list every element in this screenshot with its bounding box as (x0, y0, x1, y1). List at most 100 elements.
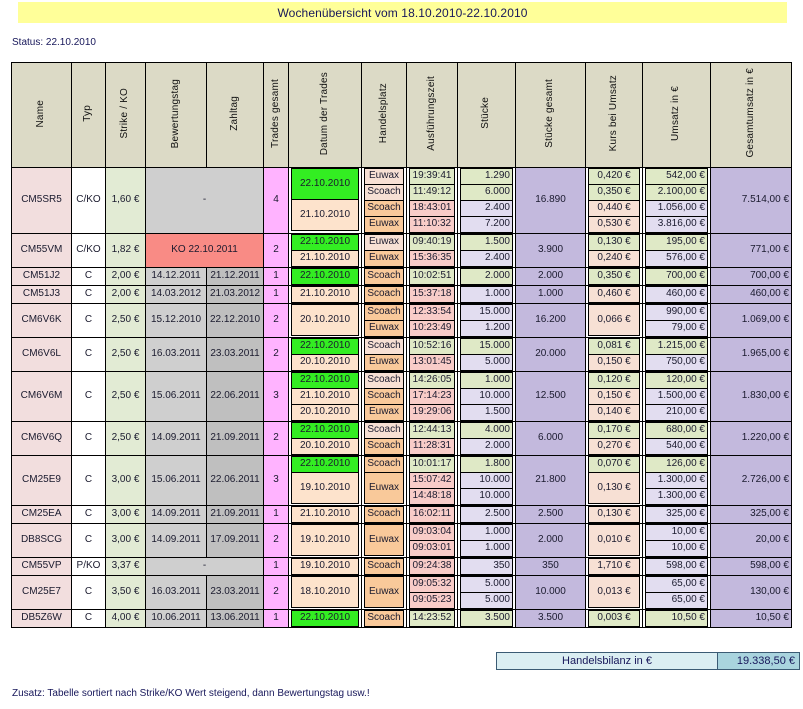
cell-datum-der-trades: 21.10.2010 (291, 199, 359, 231)
cell-datum-der-trades: 22.10.2010 (291, 456, 359, 473)
table-row[interactable]: CM25E9 C 3,00 €15.06.2011 22.06.2011 3 22.10.… (11, 455, 792, 506)
weekly-overview-table: Name Typ Strike / KO Bewertungstag Zahlt… (11, 62, 792, 628)
col-header-trades-gesamt[interactable]: Trades gesamt (263, 62, 289, 168)
table-row[interactable]: CM6V6K C 2,50 €15.12.2010 22.12.2010 2 20.10.… (11, 303, 792, 338)
table-row[interactable]: CM25EA C 3,00 €14.09.2011 21.09.2011 1 21.10.… (11, 505, 792, 524)
table-row[interactable]: CM25E7 C 3,50 €16.03.2011 23.03.2011 2 18.10.… (11, 575, 792, 610)
col-header-umsatz[interactable]: Umsatz in € (642, 62, 711, 168)
cell-ausfuehrungszeit-group: 14:26:05 17:14:23 19:29:06 (406, 371, 458, 422)
cell-name: CM25E9 (11, 455, 72, 506)
cell-kurs-group: 0,003 € (585, 609, 643, 628)
cell-kurs-bei-umsatz: 0,013 € (588, 576, 640, 608)
col-header-stuecke-gesamt[interactable]: Stücke gesamt (515, 62, 586, 168)
cell-gesamtumsatz: 1.830,00 € (710, 371, 792, 422)
cell-ausfuehrungszeit: 09:24:38 (409, 558, 455, 575)
cell-strike: 3,00 € (105, 505, 146, 524)
table-row[interactable]: CM6V6L C 2,50 €16.03.2011 23.03.2011 2 22.10.… (11, 337, 792, 372)
cell-handelsplatz-group: Euwax Euwax (364, 234, 404, 267)
cell-ausfuehrungszeit: 10:02:51 (409, 268, 455, 285)
cell-bewertungstag-merged: - (145, 557, 264, 576)
col-header-datum-der-trades[interactable]: Datum der Trades (288, 62, 362, 168)
cell-kurs-bei-umsatz: 0,460 € (588, 286, 640, 303)
cell-stuecke: 2.000 (460, 268, 513, 285)
col-header-typ[interactable]: Typ (71, 62, 106, 168)
cell-ausfuehrungszeit: 17:14:23 (409, 388, 455, 405)
cell-umsatz-group: 65,00 €65,00 € (642, 575, 711, 610)
col-header-handelsplatz[interactable]: Handelsplatz (361, 62, 407, 168)
cell-umsatz-group: 126,00 €1.300,00 €1.300,00 € (642, 455, 711, 506)
cell-datum-der-trades-group: 21.10.2010 (288, 505, 362, 524)
col-header-name[interactable]: Name (11, 62, 72, 168)
cell-bewertungstag-merged: - (145, 167, 264, 234)
cell-ausfuehrungszeit-group: 09:05:32 09:05:23 (409, 576, 455, 609)
cell-kurs-bei-umsatz: 0,130 € (588, 472, 640, 504)
cell-kurs-bei-umsatz-group: 0,013 € (588, 576, 640, 608)
table-row[interactable]: CM51J3 C 2,00 €14.03.2012 21.03.2012 1 21.10.… (11, 285, 792, 304)
table-row[interactable]: CM51J2 C 2,00 €14.12.2011 21.12.2011 1 22.10.… (11, 267, 792, 286)
cell-gesamtumsatz: 2.726,00 € (710, 455, 792, 506)
cell-kurs-bei-umsatz: 0,530 € (588, 216, 640, 233)
cell-name: CM51J3 (11, 285, 72, 304)
table-row[interactable]: CM6V6M C 2,50 €15.06.2011 22.06.2011 3 22.10.… (11, 371, 792, 422)
cell-handelsplatz-group: Euwax (361, 523, 407, 558)
table-row[interactable]: CM5SR5 C/KO 1,60 € -4 22.10.2010 21.10.2010 Eu… (11, 167, 792, 234)
cell-typ: C (71, 337, 106, 372)
cell-stuecke-group: 2.000 (460, 268, 513, 285)
table-body: CM5SR5 C/KO 1,60 € -4 22.10.2010 21.10.2010 Eu… (11, 167, 792, 628)
cell-umsatz: 325,00 € (645, 506, 708, 523)
cell-datum-der-trades: 21.10.2010 (291, 506, 359, 523)
cell-typ: C/KO (71, 167, 106, 234)
cell-ausfuehrungszeit: 13:01:45 (409, 354, 455, 371)
cell-gesamtumsatz: 598,00 € (710, 557, 792, 576)
table-header-row: Name Typ Strike / KO Bewertungstag Zahlt… (11, 62, 792, 168)
col-header-gesamtumsatz[interactable]: Gesamtumsatz in € (710, 62, 792, 168)
cell-trades-gesamt: 1 (263, 285, 289, 304)
cell-umsatz-group: 126,00 €1.300,00 €1.300,00 € (645, 456, 708, 505)
cell-typ: P/KO (71, 557, 106, 576)
cell-trades-gesamt: 1 (263, 505, 289, 524)
cell-kurs-bei-umsatz: 0,150 € (588, 354, 640, 371)
col-header-strike[interactable]: Strike / KO (105, 62, 146, 168)
cell-kurs-group: 0,066 € (585, 303, 643, 338)
cell-umsatz: 1.056,00 € (645, 200, 708, 217)
cell-name: CM6V6Q (11, 421, 72, 456)
cell-stuecke-group: 1.800 10.000 10.000 (460, 456, 513, 505)
cell-ausfuehrungszeit-group: 19:39:41 11:49:12 18:43:01 11:10:32 (406, 167, 458, 234)
cell-stuecke-group: 5.000 5.000 (457, 575, 516, 610)
cell-stuecke-gesamt: 2.000 (515, 267, 586, 286)
cell-handelsplatz: Euwax (364, 320, 404, 337)
col-header-bewertungstag[interactable]: Bewertungstag (145, 62, 207, 168)
cell-kurs-bei-umsatz: 0,150 € (588, 388, 640, 405)
cell-handelsplatz: Scoach (364, 610, 404, 627)
table-row[interactable]: CM6V6Q C 2,50 €14.09.2011 21.09.2011 2 22.10.… (11, 421, 792, 456)
cell-trades-gesamt: 3 (263, 455, 289, 506)
col-header-zahltag[interactable]: Zahltag (206, 62, 264, 168)
table-row[interactable]: CM55VP P/KO 3,37 € -1 19.10.2010 Scoach 09:24:… (11, 557, 792, 576)
cell-umsatz: 10,00 € (645, 540, 708, 557)
cell-datum-der-trades-group: 22.10.2010 19.10.2010 (291, 456, 359, 504)
cell-umsatz: 1.300,00 € (645, 472, 708, 489)
cell-umsatz-group: 1.215,00 €750,00 € (642, 337, 711, 372)
col-header-kurs-bei-umsatz[interactable]: Kurs bei Umsatz (585, 62, 643, 168)
table-row[interactable]: DB8SCG C 3,00 €14.09.2011 17.09.2011 2 19.10.… (11, 523, 792, 558)
cell-umsatz-group: 598,00 € (645, 558, 708, 575)
cell-handelsplatz: Scoach (364, 388, 404, 405)
cell-datum-der-trades-group: 22.10.2010 21.10.2010 (288, 233, 362, 268)
table-row[interactable]: DB5Z6W C 4,00 €10.06.2011 13.06.2011 1 22.10.… (11, 609, 792, 628)
cell-strike: 3,37 € (105, 557, 146, 576)
col-header-stuecke[interactable]: Stücke (457, 62, 516, 168)
cell-stuecke-gesamt: 20.000 (515, 337, 586, 372)
balance-value: 19.338,50 € (717, 652, 800, 670)
cell-stuecke-group: 1.000 (457, 285, 516, 304)
cell-stuecke: 6.000 (460, 184, 513, 201)
cell-kurs-group: 0,420 €0,350 €0,440 €0,530 € (585, 167, 643, 234)
cell-name: CM6V6K (11, 303, 72, 338)
col-header-ausfuehrungszeit[interactable]: Ausführungszeit (406, 62, 458, 168)
cell-ausfuehrungszeit: 18:43:01 (409, 200, 455, 217)
cell-umsatz: 10,00 € (645, 524, 708, 541)
cell-stuecke: 1.000 (460, 524, 513, 541)
cell-stuecke: 2.400 (460, 250, 513, 267)
cell-ausfuehrungszeit: 14:48:18 (409, 488, 455, 505)
table-row[interactable]: CM55VM C/KO 1,82 € KO 22.10.2011 2 22.10.2010… (11, 233, 792, 268)
cell-handelsplatz: Scoach (364, 304, 404, 321)
